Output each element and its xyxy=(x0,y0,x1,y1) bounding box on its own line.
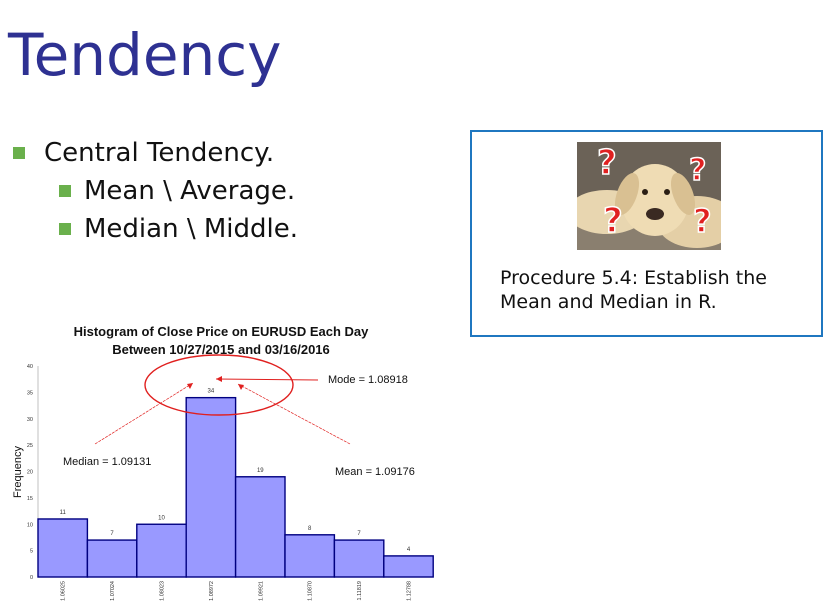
mode-annotation: Mode = 1.08918 xyxy=(328,374,408,386)
histogram-bar xyxy=(37,518,89,578)
bullet-median: Median \ Middle. xyxy=(59,214,298,244)
bar-value-label: 10 xyxy=(158,515,165,521)
x-tick-label: 1.09921 xyxy=(258,581,264,601)
y-tick-label: 20 xyxy=(27,470,33,476)
y-tick-label: 10 xyxy=(27,522,33,528)
bullet-square-icon xyxy=(59,223,71,235)
mean-arrow xyxy=(237,383,351,445)
bar-value-label: 7 xyxy=(357,531,361,537)
bullet-text: Mean \ Average. xyxy=(84,176,296,206)
y-tick-label: 35 xyxy=(27,390,33,396)
dog-question-image: ? ? ? ? xyxy=(577,142,721,250)
bullet-square-icon xyxy=(13,147,25,159)
y-axis-label: Frequency xyxy=(12,446,24,498)
histogram-bar xyxy=(333,539,385,578)
callout-text: Procedure 5.4: Establish the Mean and Me… xyxy=(500,267,767,313)
mode-arrowhead xyxy=(216,376,222,382)
svg-text:?: ? xyxy=(689,153,706,188)
median-arrow xyxy=(94,382,194,445)
bullet-central-tendency: Central Tendency. xyxy=(13,138,274,168)
mean-annotation: Mean = 1.09176 xyxy=(335,466,415,478)
y-tick-label: 0 xyxy=(30,575,33,581)
bar-value-label: 11 xyxy=(60,510,67,516)
slide-title: Tendency xyxy=(8,21,282,89)
bar-value-label: 34 xyxy=(208,389,215,395)
histogram-bar xyxy=(284,534,336,578)
mode-arrow xyxy=(215,378,319,381)
bullet-text: Central Tendency. xyxy=(44,138,275,168)
histogram-bar xyxy=(234,476,286,578)
x-tick-label: 1.08023 xyxy=(160,581,166,601)
y-tick-label: 40 xyxy=(27,364,33,370)
histogram-bar xyxy=(136,523,187,578)
callout-box: ? ? ? ? Procedure 5.4: Establish the Mea… xyxy=(470,130,823,337)
histogram-bar xyxy=(86,539,138,578)
svg-text:?: ? xyxy=(693,202,712,240)
histogram-bar xyxy=(185,396,237,578)
chart-subtitle: Between 10/27/2015 and 03/16/2016 xyxy=(112,342,330,357)
bar-value-label: 7 xyxy=(110,531,114,537)
y-tick-label: 25 xyxy=(27,443,33,449)
x-tick-label: 1.06025 xyxy=(61,581,67,601)
median-arrowhead xyxy=(187,383,193,389)
bullet-mean: Mean \ Average. xyxy=(59,176,295,206)
mode-highlight-ellipse xyxy=(144,354,294,416)
x-tick-label: 1.08972 xyxy=(209,581,215,601)
x-tick-label: 1.10870 xyxy=(308,581,314,601)
bullet-square-icon xyxy=(59,185,71,197)
x-tick-label: 1.12788 xyxy=(407,581,413,601)
bar-value-label: 4 xyxy=(407,547,411,553)
svg-text:?: ? xyxy=(603,201,623,241)
svg-text:?: ? xyxy=(597,143,617,183)
bar-value-label: 8 xyxy=(308,526,312,532)
histogram-bar xyxy=(383,555,434,578)
median-annotation: Median = 1.09131 xyxy=(63,456,151,468)
bullet-text: Median \ Middle. xyxy=(84,214,299,244)
mean-arrowhead xyxy=(238,384,244,390)
y-tick-label: 30 xyxy=(27,417,33,423)
histogram-chart: Histogram of Close Price on EURUSD Each … xyxy=(0,318,445,609)
chart-title: Histogram of Close Price on EURUSD Each … xyxy=(74,324,370,339)
y-tick-label: 15 xyxy=(27,496,33,502)
bar-value-label: 19 xyxy=(257,468,264,474)
y-tick-label: 5 xyxy=(30,549,33,555)
x-tick-label: 1.11819 xyxy=(357,581,363,600)
x-tick-label: 1.07024 xyxy=(110,581,116,601)
